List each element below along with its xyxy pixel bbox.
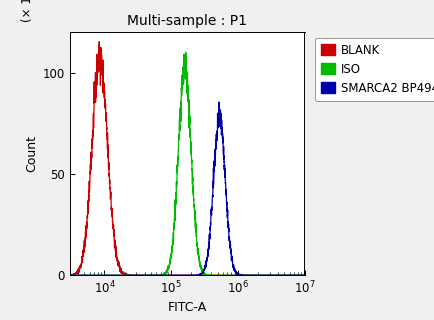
- ISO: [181, 76, 186, 80]
- Text: (× 10¹): (× 10¹): [21, 0, 34, 22]
- ISO: [79, 273, 84, 277]
- SMARCA2 BP494: [294, 273, 299, 277]
- ISO: [183, 51, 188, 54]
- ISO: [295, 273, 300, 277]
- Line: BLANK: BLANK: [69, 42, 304, 275]
- BLANK: [175, 273, 180, 277]
- Title: Multi-sample : P1: Multi-sample : P1: [127, 14, 247, 28]
- Line: ISO: ISO: [69, 52, 304, 275]
- ISO: [174, 156, 180, 160]
- SMARCA2 BP494: [67, 273, 72, 277]
- BLANK: [69, 273, 74, 277]
- Y-axis label: Count: Count: [25, 135, 38, 172]
- Line: SMARCA2 BP494: SMARCA2 BP494: [69, 102, 304, 275]
- BLANK: [301, 273, 306, 277]
- SMARCA2 BP494: [181, 273, 186, 277]
- SMARCA2 BP494: [174, 273, 180, 277]
- SMARCA2 BP494: [295, 273, 300, 277]
- SMARCA2 BP494: [251, 273, 256, 277]
- SMARCA2 BP494: [216, 100, 221, 104]
- BLANK: [67, 273, 72, 277]
- BLANK: [79, 261, 84, 265]
- BLANK: [252, 273, 257, 277]
- ISO: [251, 273, 256, 277]
- BLANK: [295, 273, 300, 277]
- ISO: [301, 273, 306, 277]
- X-axis label: FITC-A: FITC-A: [167, 301, 206, 314]
- BLANK: [295, 273, 300, 277]
- ISO: [67, 273, 72, 277]
- ISO: [294, 273, 299, 277]
- Legend: BLANK, ISO, SMARCA2 BP494: BLANK, ISO, SMARCA2 BP494: [314, 38, 434, 100]
- BLANK: [181, 273, 186, 277]
- BLANK: [96, 40, 102, 44]
- SMARCA2 BP494: [79, 273, 84, 277]
- SMARCA2 BP494: [301, 273, 306, 277]
